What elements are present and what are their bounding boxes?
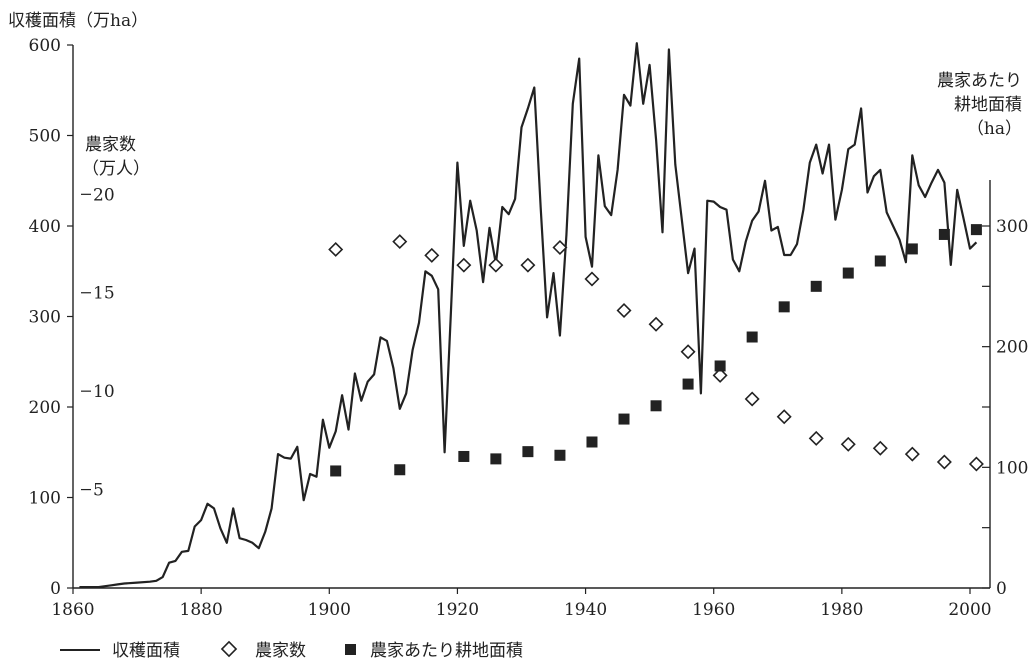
y-left-tick-label: 400: [29, 217, 61, 237]
y-mid-tick-label: 20: [93, 185, 115, 205]
y-right-tick-label: 0: [996, 579, 1007, 599]
farm-households-point: [520, 257, 536, 273]
x-axis-ticks: 1860 1880 1900 1920 1940 1960 1980 2000: [51, 588, 992, 620]
area-per-farm-point: [458, 450, 470, 462]
area-per-farm-point: [682, 378, 694, 390]
farm-households-point: [840, 436, 856, 452]
y-mid-tick-label: 5: [93, 481, 104, 501]
area-per-farm-point: [618, 413, 630, 425]
farm-households-point: [424, 247, 440, 263]
legend-square-marker: [345, 644, 356, 655]
farm-households-point: [744, 391, 760, 407]
legend-label-area-per-farm: 農家あたり耕地面積: [370, 641, 523, 659]
y-left-tick-label: 300: [29, 308, 61, 328]
y-mid-tick-label: 10: [93, 382, 115, 402]
series-harvest-area: [79, 42, 978, 589]
series-area-per-farm: [330, 224, 982, 477]
area-per-farm-point: [522, 446, 534, 458]
farm-households-point: [808, 430, 824, 446]
y-right-tick-label: 100: [996, 458, 1028, 478]
farm-households-point: [328, 241, 344, 257]
farm-households-point: [680, 344, 696, 360]
legend: 収穫面積 農家数 農家あたり耕地面積: [60, 640, 523, 659]
y-left-tick-label: 600: [29, 36, 61, 56]
x-tick-label: 1960: [692, 600, 735, 620]
area-per-farm-point: [970, 224, 982, 236]
y-right-axis-ticks: 0 100 200 300: [982, 217, 1028, 599]
area-per-farm-point: [906, 243, 918, 255]
farm-households-point: [552, 239, 568, 255]
farm-households-point: [584, 271, 600, 287]
area-per-farm-point: [490, 453, 502, 465]
x-tick-label: 1860: [51, 600, 94, 620]
farm-households-point: [712, 367, 728, 383]
farm-households-point: [392, 234, 408, 250]
farm-households-point: [968, 456, 984, 472]
area-per-farm-point: [330, 465, 342, 477]
y-right-axis-title-line2: 耕地面積: [954, 95, 1022, 115]
area-per-farm-point: [810, 280, 822, 292]
y-mid-axis-title-line1: 農家数: [85, 135, 136, 155]
y-right-axis-title-line3: （ha）: [967, 119, 1022, 139]
area-per-farm-point: [650, 400, 662, 412]
x-tick-label: 2000: [948, 600, 991, 620]
harvest-area-line: [79, 42, 978, 589]
area-per-farm-point: [938, 228, 950, 240]
y-mid-axis-ticks: 5 10 15 20: [81, 185, 115, 501]
area-per-farm-point: [842, 267, 854, 279]
legend-label-farm-households: 農家数: [255, 641, 306, 659]
y-left-tick-label: 200: [29, 398, 61, 418]
y-left-tick-label: 0: [50, 579, 61, 599]
area-per-farm-point: [586, 436, 598, 448]
farm-households-point: [776, 409, 792, 425]
farm-households-point: [648, 316, 664, 332]
legend-diamond-marker: [220, 640, 238, 658]
x-tick-label: 1940: [564, 600, 607, 620]
series-farm-households: [328, 234, 984, 472]
x-tick-label: 1880: [180, 600, 223, 620]
y-right-tick-label: 200: [996, 338, 1028, 358]
area-per-farm-point: [746, 331, 758, 343]
y-left-axis-title: 収穫面積（万ha）: [8, 11, 148, 31]
y-left-tick-label: 500: [29, 127, 61, 147]
legend-label-harvest-area: 収穫面積: [112, 641, 180, 659]
y-right-tick-label: 300: [996, 217, 1028, 237]
area-per-farm-point: [778, 301, 790, 313]
x-tick-label: 1980: [820, 600, 863, 620]
area-per-farm-point: [714, 360, 726, 372]
area-per-farm-point: [554, 449, 566, 461]
farm-households-point: [936, 454, 952, 470]
area-per-farm-point: [874, 255, 886, 267]
area-per-farm-point: [394, 464, 406, 476]
farm-households-point: [872, 440, 888, 456]
farm-households-point: [488, 257, 504, 273]
y-left-axis-ticks: 0 100 200 300 400 500 600: [29, 36, 73, 599]
y-mid-axis-title-line2: （万人）: [82, 159, 150, 179]
farm-households-point: [456, 257, 472, 273]
y-left-tick-label: 100: [29, 489, 61, 509]
x-tick-label: 1900: [308, 600, 351, 620]
farm-households-point: [904, 446, 920, 462]
x-tick-label: 1920: [436, 600, 479, 620]
y-mid-tick-label: 15: [93, 284, 115, 304]
farm-households-point: [616, 302, 632, 318]
y-right-axis-title-line1: 農家あたり: [937, 71, 1022, 91]
